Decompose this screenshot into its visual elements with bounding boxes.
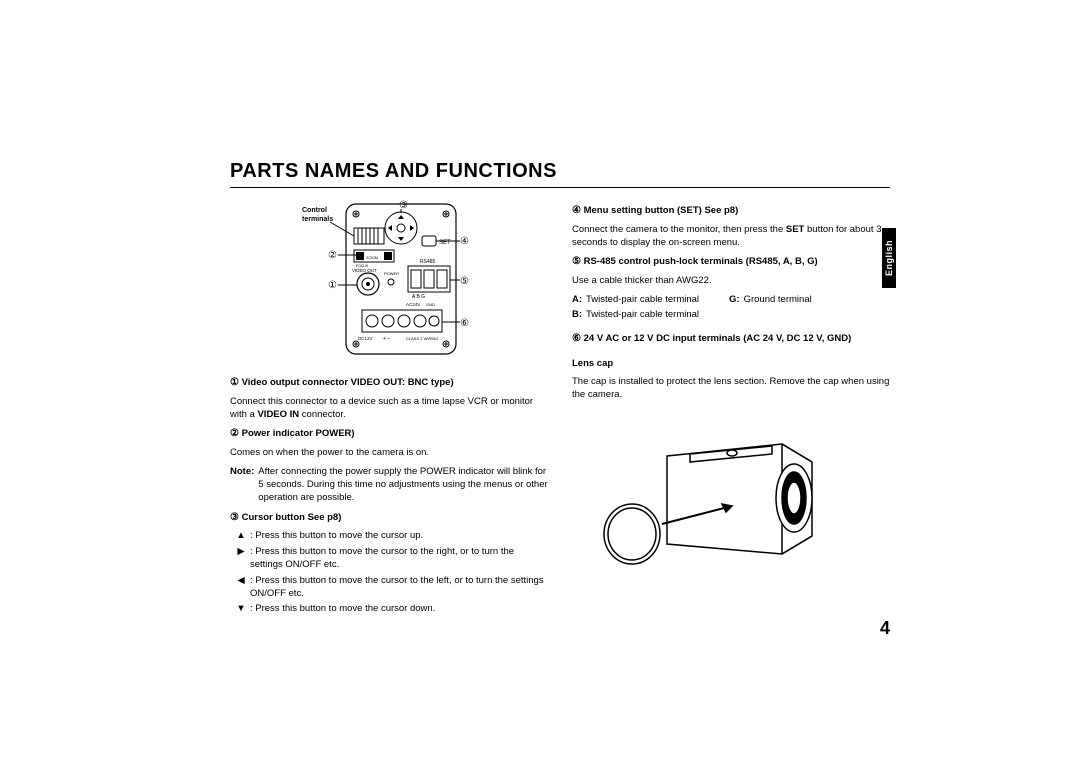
para-2: Comes on when the power to the camera is… [230,447,548,460]
cursor-down: ▼: Press this button to move the cursor … [236,603,548,616]
left-column: SET ZOOM FOCUS VIDEO OUT [230,198,548,619]
note: Note: After connecting the power supply … [230,466,548,504]
camera-illustration [572,416,832,586]
svg-text:CLASS 2 WIRING: CLASS 2 WIRING [406,336,438,341]
heading-5: ⑤ RS-485 control push-lock terminals (RS… [572,255,890,269]
svg-text:terminals: terminals [302,216,333,223]
heading-3: ③ Cursor button See p8) [230,511,548,525]
svg-text:DC12V: DC12V [358,336,373,341]
heading-1: ① Video output connector VIDEO OUT: BNC … [230,376,548,390]
svg-text:A B G: A B G [412,294,425,300]
terminal-defs: A:Twisted-pair cable terminal G:Ground t… [572,294,890,307]
heading-2: ② Power indicator POWER) [230,427,548,441]
lens-heading: Lens cap [572,358,890,371]
heading-6: ⑥ 24 V AC or 12 V DC input terminals (AC… [572,332,890,346]
manual-page: PARTS NAMES AND FUNCTIONS [230,160,890,619]
page-title: PARTS NAMES AND FUNCTIONS [230,160,890,188]
svg-text:①: ① [328,280,337,291]
right-column: ④ Menu setting button (SET) See p8) Conn… [572,198,890,619]
svg-text:⑤: ⑤ [460,276,469,287]
svg-text:VIDEO OUT: VIDEO OUT [352,268,377,273]
cursor-list: ▲: Press this button to move the cursor … [236,530,548,616]
rear-panel-diagram: SET ZOOM FOCUS VIDEO OUT [284,198,494,368]
language-tab: English [882,228,896,288]
svg-text:ZOOM: ZOOM [366,255,378,260]
svg-text:④: ④ [460,236,469,247]
cursor-right: ▶: Press this button to move the cursor … [236,546,548,572]
svg-text:GND: GND [426,302,435,307]
para-1: Connect this connector to a device such … [230,396,548,422]
lens-text: The cap is installed to protect the lens… [572,376,890,402]
cursor-up: ▲: Press this button to move the cursor … [236,530,548,543]
svg-text:⑥: ⑥ [460,318,469,329]
two-column-layout: SET ZOOM FOCUS VIDEO OUT [230,198,890,619]
svg-text:AC24V: AC24V [406,302,420,307]
svg-text:③: ③ [399,200,408,211]
svg-text:POWER: POWER [384,271,399,276]
svg-text:Control: Control [302,207,327,214]
page-number: 4 [880,618,890,639]
heading-4: ④ Menu setting button (SET) See p8) [572,204,890,218]
para-4: Connect the camera to the monitor, then … [572,224,890,250]
svg-text:RS485: RS485 [420,259,436,265]
cursor-left: ◀: Press this button to move the cursor … [236,575,548,601]
para-5: Use a cable thicker than AWG22. [572,275,890,288]
svg-text:②: ② [328,250,337,261]
svg-text:+ –: + – [383,336,390,342]
